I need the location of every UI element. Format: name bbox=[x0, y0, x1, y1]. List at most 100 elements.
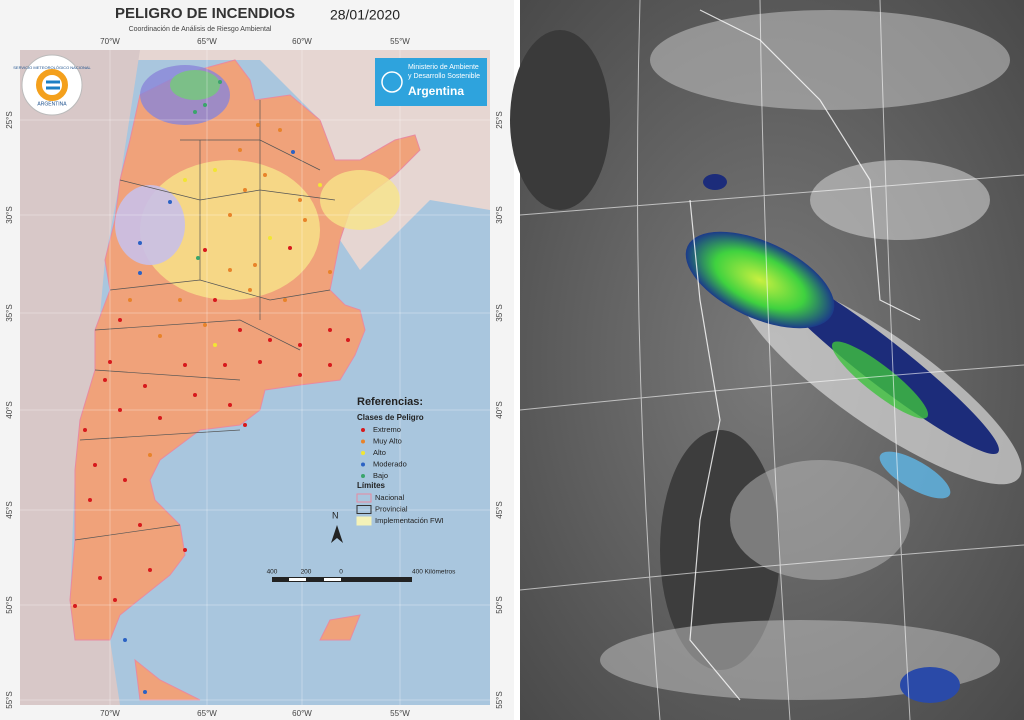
scale-label: 400 bbox=[267, 569, 278, 576]
station-point bbox=[283, 298, 287, 302]
station-point bbox=[303, 218, 307, 222]
scale-label: 0 bbox=[339, 569, 343, 576]
graticule: 70°W 70°W 65°W 65°W 60°W 60°W 55°W 55°W 25°S 25°S… bbox=[5, 37, 504, 718]
station-point bbox=[158, 416, 162, 420]
station-point bbox=[183, 363, 187, 367]
legend-dot bbox=[361, 451, 365, 455]
station-point bbox=[243, 423, 247, 427]
station-point bbox=[143, 690, 147, 694]
station-point bbox=[138, 523, 142, 527]
legend-dot bbox=[361, 439, 365, 444]
date: 28/01/2020 bbox=[330, 7, 400, 23]
station-point bbox=[256, 123, 260, 127]
latitude-label: 50°S bbox=[5, 596, 14, 613]
station-point bbox=[346, 338, 350, 342]
longitude-label: 70°W bbox=[100, 37, 120, 46]
station-point bbox=[183, 178, 187, 182]
station-point bbox=[243, 188, 247, 192]
longitude-label: 60°W bbox=[292, 37, 312, 46]
legend-swatch bbox=[356, 505, 372, 514]
station-point bbox=[258, 360, 262, 364]
smn-country: ARGENTINA bbox=[37, 101, 67, 107]
station-point bbox=[328, 270, 332, 274]
scale-bar: 400 200 0 400 Kilómetros bbox=[267, 569, 456, 582]
smn-name: SERVICIO METEOROLÓGICO NACIONAL bbox=[13, 65, 91, 70]
station-point bbox=[138, 241, 142, 245]
station-points bbox=[73, 80, 350, 694]
legend-label: Provincial bbox=[375, 504, 408, 513]
station-point bbox=[238, 328, 242, 332]
station-point bbox=[203, 323, 207, 327]
station-point bbox=[328, 328, 332, 332]
station-point bbox=[183, 548, 187, 552]
station-point bbox=[291, 150, 295, 154]
station-point bbox=[123, 638, 127, 642]
alto-zone bbox=[140, 160, 320, 300]
ministry-line2: y Desarrollo Sostenible bbox=[408, 73, 480, 80]
north-label: N bbox=[332, 510, 339, 520]
legend-swatch bbox=[356, 516, 372, 526]
longitude-label: 55°W bbox=[390, 709, 410, 718]
station-point bbox=[103, 378, 107, 382]
legend-label: Alto bbox=[373, 448, 386, 457]
station-point bbox=[298, 343, 302, 347]
smn-logo: SERVICIO METEOROLÓGICO NACIONAL ARGENTIN… bbox=[13, 54, 92, 116]
scale-label: 200 bbox=[301, 569, 312, 576]
station-point bbox=[88, 498, 92, 502]
station-point bbox=[118, 408, 122, 412]
station-point bbox=[318, 183, 322, 187]
moderado-zone bbox=[115, 185, 185, 265]
station-point bbox=[253, 263, 257, 267]
legend-classes-title: Clases de Peligro bbox=[357, 413, 424, 422]
legend: Referencias: Clases de Peligro Límites E… bbox=[356, 396, 444, 526]
ministry-country: Argentina bbox=[408, 84, 464, 98]
north-arrow: N bbox=[331, 510, 343, 543]
station-point bbox=[143, 384, 147, 388]
legend-label: Implementación FWI bbox=[375, 516, 444, 525]
station-point bbox=[298, 373, 302, 377]
longitude-label: 55°W bbox=[390, 37, 410, 46]
legend-dot bbox=[361, 428, 365, 432]
station-point bbox=[248, 288, 252, 292]
station-point bbox=[73, 604, 77, 608]
longitude-label: 70°W bbox=[100, 709, 120, 718]
legend-label: Muy Alto bbox=[373, 436, 402, 445]
station-point bbox=[203, 248, 207, 252]
station-point bbox=[263, 173, 267, 177]
station-point bbox=[93, 463, 97, 467]
latitude-label: 45°S bbox=[5, 501, 14, 518]
legend-limits-title: Límites bbox=[357, 481, 386, 490]
station-point bbox=[178, 298, 182, 302]
malvinas bbox=[319, 614, 361, 641]
legend-swatch bbox=[356, 493, 372, 503]
latitude-label: 25°S bbox=[495, 111, 504, 128]
latitude-label: 30°S bbox=[495, 206, 504, 223]
station-point bbox=[228, 213, 232, 217]
satellite-panel bbox=[510, 0, 1024, 720]
ministry-logo: Ministerio de Ambiente y Desarrollo Sost… bbox=[375, 58, 487, 106]
station-point bbox=[118, 318, 122, 322]
longitude-label: 65°W bbox=[197, 709, 217, 718]
longitude-label: 60°W bbox=[292, 709, 312, 718]
latitude-label: 30°S bbox=[5, 206, 14, 223]
subtitle: Coordinación de Análisis de Riesgo Ambie… bbox=[129, 26, 272, 33]
station-point bbox=[196, 256, 200, 260]
station-point bbox=[83, 428, 87, 432]
legend-label: Nacional bbox=[375, 493, 405, 502]
title: PELIGRO DE INCENDIOS bbox=[115, 5, 295, 22]
latitude-label: 50°S bbox=[495, 596, 504, 613]
station-point bbox=[138, 271, 142, 275]
station-point bbox=[213, 343, 217, 347]
latitude-label: 35°S bbox=[495, 304, 504, 321]
station-point bbox=[213, 168, 217, 172]
station-point bbox=[268, 236, 272, 240]
legend-title: Referencias: bbox=[357, 396, 423, 408]
station-point bbox=[278, 128, 282, 132]
legend-dot bbox=[361, 474, 365, 478]
station-point bbox=[203, 103, 207, 107]
station-point bbox=[98, 576, 102, 580]
latitude-label: 55°S bbox=[495, 691, 504, 708]
station-point bbox=[148, 453, 152, 457]
station-point bbox=[328, 363, 332, 367]
